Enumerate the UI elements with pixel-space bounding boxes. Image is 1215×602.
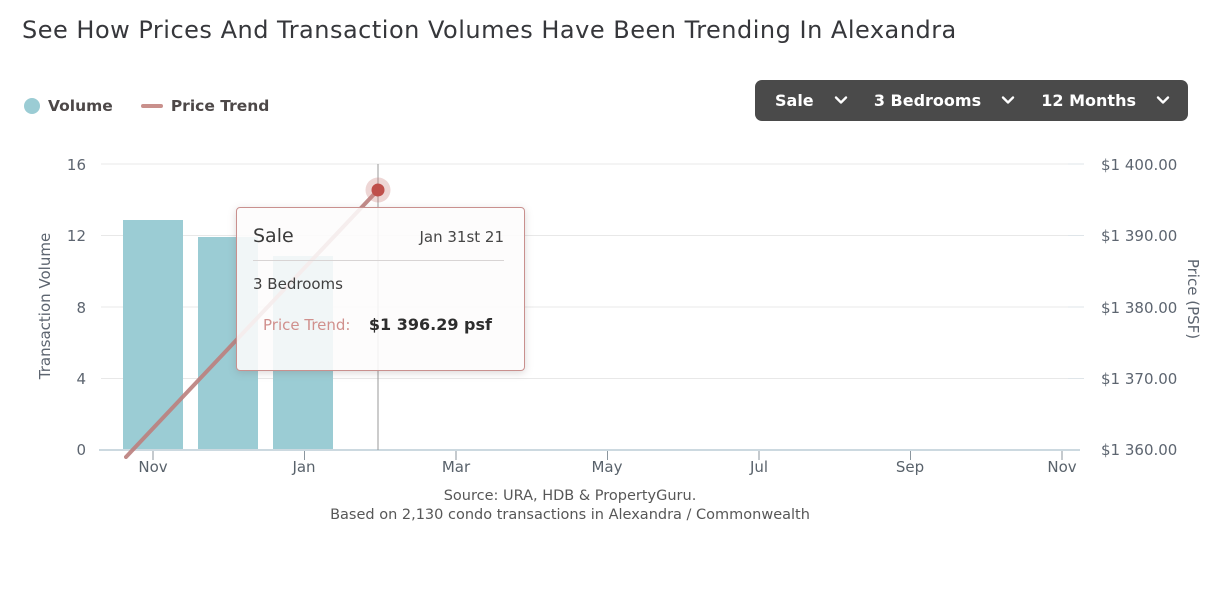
source-line-1: Source: URA, HDB & PropertyGuru. [443, 488, 697, 504]
page-title: See How Prices And Transaction Volumes H… [22, 16, 957, 44]
x-axis-tick-label: Jan [292, 458, 316, 476]
x-axis-tick-label: Jul [749, 458, 769, 476]
x-axis-tick-label: Nov [1047, 458, 1077, 476]
price-point-marker[interactable] [371, 183, 385, 197]
legend-volume-label: Volume [48, 97, 113, 115]
volume-bar-nov[interactable] [123, 220, 183, 450]
period-dropdown[interactable]: 12 Months [1041, 91, 1170, 110]
chevron-down-icon [1156, 96, 1170, 104]
legend-item-volume[interactable]: Volume [24, 97, 113, 115]
price-axis-tick-label: $1 390.00 [1101, 227, 1178, 245]
bedrooms-dropdown-label: 3 Bedrooms [873, 91, 982, 110]
tooltip-price-value: $1 396.29 psf [368, 315, 492, 334]
tooltip-title: Sale [253, 225, 294, 247]
tooltip-header-row: Sale Jan 31st 21 [253, 225, 504, 247]
filter-toolbar: Sale 3 Bedrooms 12 Months [755, 80, 1188, 121]
legend-price-trend-label: Price Trend [170, 97, 270, 115]
price-axis-tick-label: $1 360.00 [1101, 441, 1178, 459]
source-line-2: Based on 2,130 condo transactions in Ale… [330, 507, 810, 523]
chart-tooltip: Sale Jan 31st 21 3 Bedrooms Price Trend:… [236, 207, 525, 371]
source-note: Source: URA, HDB & PropertyGuru. Based o… [0, 487, 1140, 525]
tooltip-price-row: Price Trend: $1 396.29 psf [253, 315, 504, 334]
tooltip-date: Jan 31st 21 [419, 228, 504, 246]
y-axis-tick-label: 4 [76, 370, 86, 388]
x-axis-tick-label: Nov [138, 458, 168, 476]
chevron-down-icon [1001, 96, 1015, 104]
y-axis-title-price: Price (PSF) [1184, 258, 1202, 340]
price-axis-tick-label: $1 370.00 [1101, 370, 1178, 388]
legend: Volume Price Trend [24, 97, 269, 115]
sale-type-dropdown[interactable]: Sale [775, 91, 848, 110]
volume-swatch-icon [24, 98, 40, 114]
y-axis-tick-label: 0 [76, 441, 86, 459]
tooltip-series-label: Price Trend: [263, 316, 351, 334]
sale-type-dropdown-label: Sale [775, 91, 814, 110]
y-axis-tick-label: 8 [76, 299, 86, 317]
y-axis-tick-label: 16 [66, 156, 86, 174]
chevron-down-icon [834, 96, 847, 104]
price-axis-tick-label: $1 400.00 [1101, 156, 1178, 174]
x-axis-tick-label: Sep [895, 458, 925, 476]
y-axis-tick-label: 12 [66, 227, 86, 245]
tooltip-divider [253, 260, 504, 261]
bedrooms-dropdown[interactable]: 3 Bedrooms [874, 91, 1015, 110]
legend-item-price-trend[interactable]: Price Trend [140, 97, 270, 115]
price-trend-swatch-icon [140, 104, 163, 108]
price-axis-tick-label: $1 380.00 [1101, 299, 1178, 317]
x-axis-tick-label: Mar [441, 458, 471, 476]
x-axis-tick-label: May [591, 458, 623, 476]
period-dropdown-label: 12 Months [1041, 91, 1136, 110]
y-axis-title-volume: Transaction Volume [36, 232, 54, 380]
tooltip-bedrooms: 3 Bedrooms [253, 275, 343, 293]
